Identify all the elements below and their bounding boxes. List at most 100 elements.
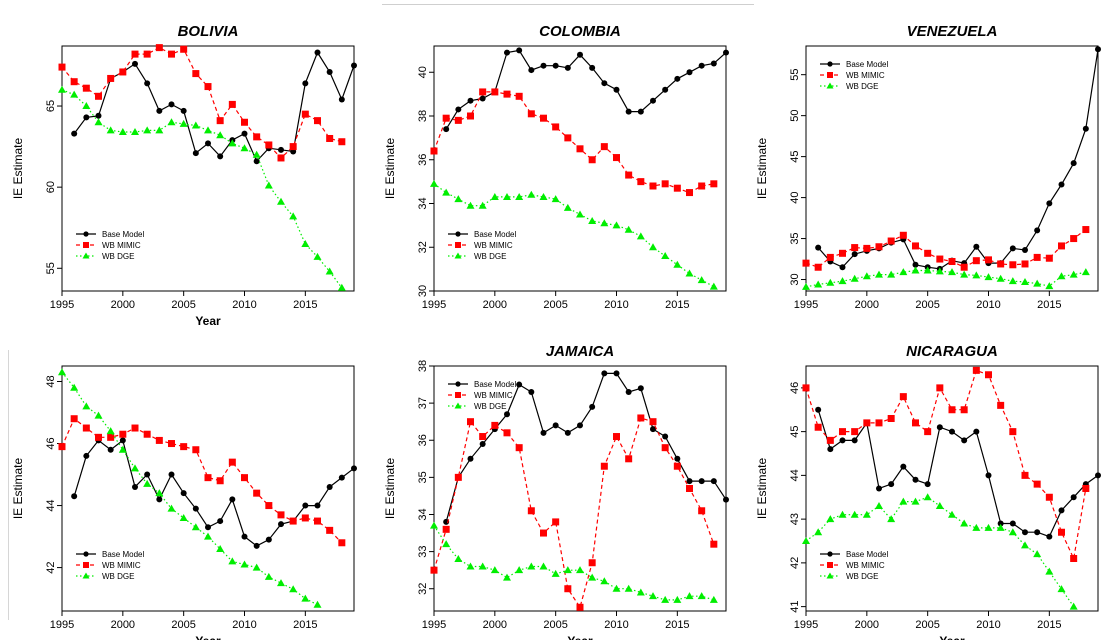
nicaragua-legend-marker [827,562,833,568]
jamaica-base-model-point [528,388,535,395]
venezuela-wb-mimic-point [1082,226,1090,234]
venezuela-wb-mimic-point [1045,254,1053,262]
colombia-base-model-point [455,106,462,113]
venezuela-title: VENEZUELA [907,23,998,40]
jamaica-wb-dge-point [624,584,633,592]
colombia-wb-mimic-point [673,184,681,192]
panel-3-base-model-point [71,493,78,500]
venezuela-wb-dge-point [814,280,823,288]
jamaica-wb-dge-point [515,566,524,574]
jamaica-wb-dge-point [576,566,584,574]
jamaica-wb-dge-line [433,525,714,601]
venezuela-wb-dge-point [838,277,847,285]
bolivia-wb-dge-point [228,139,237,147]
panel-3-base-model-point [180,490,187,497]
venezuela-wb-dge-point [923,266,932,274]
nicaragua-wb-dge-point [960,519,969,527]
venezuela-xtick-label: 1995 [794,299,818,311]
panel-3-ytick-label: 42 [45,561,57,573]
bolivia-ytick-label: 65 [45,100,57,112]
venezuela-wb-mimic-point [1033,253,1041,261]
bolivia-base-model-point [253,158,260,165]
bolivia-wb-mimic-point [253,133,261,141]
venezuela-legend-label: WB DGE [846,82,878,91]
nicaragua-base-model-point [1058,507,1065,514]
venezuela-wb-dge-point [1069,270,1078,278]
jamaica-wb-dge-point [673,595,682,603]
panel-3-wb-mimic-point [265,502,273,510]
colombia-wb-mimic-point [564,134,572,142]
venezuela-wb-mimic-point [936,255,944,263]
jamaica-xtick-label: 2000 [483,619,507,631]
colombia-wb-mimic-point [637,178,645,186]
colombia-ylabel: IE Estimate [383,138,397,200]
nicaragua-wb-mimic-point [924,428,932,436]
venezuela-plot-frame [805,45,1099,292]
bolivia-base-model-point [132,60,138,67]
bolivia-wb-dge-point [131,127,139,135]
panel-3-base-model-point [168,471,175,478]
nicaragua-legend-label: WB MIMIC [846,561,885,570]
top-divider [382,4,754,5]
colombia-base-model-point [528,67,535,74]
nicaragua-base-model-point [973,428,980,435]
nicaragua-base-model-point [1046,533,1053,540]
nicaragua-wb-dge-point [1069,602,1078,610]
nicaragua-xtick-label: 2015 [1037,619,1061,631]
venezuela-base-model-point [1095,46,1101,53]
panel-3-wb-dge-point [94,411,103,419]
jamaica-wb-mimic-point [479,433,487,441]
venezuela-wb-mimic-point [1009,261,1017,269]
panel-3-wb-dge-point [70,383,79,391]
jamaica-base-model-point [723,496,729,503]
nicaragua-legend-label: Base Model [846,550,888,559]
venezuela-wb-mimic-point [839,249,846,257]
jamaica-base-model-point [698,478,705,485]
panel-3-legend-label: WB MIMIC [102,561,141,570]
nicaragua-wb-dge-point [935,502,944,509]
panel-3-base-model-point [265,536,272,543]
colombia-ytick-label: 32 [417,241,429,253]
nicaragua-wb-mimic-point [936,384,944,392]
jamaica-ytick-label: 33 [417,545,429,557]
jamaica-ylabel: IE Estimate [383,458,397,520]
panel-3-wb-mimic-point [58,443,66,451]
bolivia-wb-dge-point [337,283,346,291]
bolivia-wb-mimic-point [119,68,127,76]
bolivia-base-model-point [156,107,163,114]
colombia-base-model-point [540,62,547,69]
panel-3-ytick-label: 44 [45,499,57,511]
colombia-base-model-point [723,49,729,56]
bolivia-base-model-point [241,130,248,137]
panel-3-base-model-point [132,483,138,490]
colombia-legend-marker [455,231,461,237]
venezuela-wb-mimic-point [960,263,968,271]
venezuela-wb-dge-point [935,267,944,275]
bolivia-wb-mimic-point [289,143,297,151]
venezuela-ytick-label: 40 [789,191,801,203]
nicaragua-wb-mimic-point [863,419,871,427]
venezuela-wb-mimic-point [972,257,980,265]
venezuela-base-model-point [1058,181,1065,188]
bolivia-legend-label: Base Model [102,230,144,239]
bolivia-wb-mimic-point [265,141,273,149]
panel-3-wb-dge-point [106,427,115,435]
nicaragua-wb-mimic-point [1045,493,1053,501]
chart-jamaica-svg: JAMAICA 1995 2000 2005 2010 2015 32 33 34 35 36 37 3… [383,343,729,640]
jamaica-legend-marker [455,381,461,387]
colombia-wb-mimic-point [552,123,560,131]
venezuela-wb-mimic-point [887,237,895,245]
nicaragua-wb-dge-point [948,510,956,518]
colombia-wb-dge-point [661,252,670,259]
colombia-base-model-point [577,51,583,58]
colombia-wb-dge-point [551,195,560,203]
panel-3-wb-mimic-point [228,458,236,466]
colombia-wb-mimic-point [613,154,620,162]
chart-untitled-svg: 1995 2000 2005 2010 2015 42 44 46 48 Year IE Estim… [11,365,357,640]
panel-jamaica: JAMAICA 1995 2000 2005 2010 2015 32 33 34 35 36 37 3… [372,320,744,640]
venezuela-base-model-point [1070,160,1077,167]
nicaragua-wb-mimic-point [985,371,992,379]
bolivia-wb-mimic-point [192,70,200,78]
jamaica-base-model-point [467,455,474,462]
panel-3-base-model-point [83,452,90,459]
